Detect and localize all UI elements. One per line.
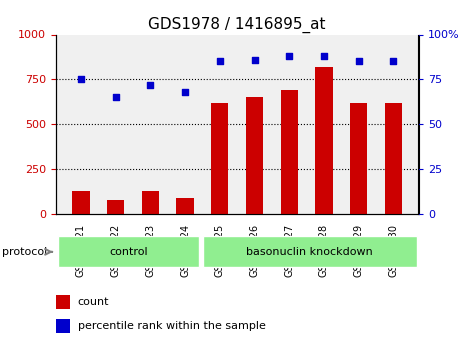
Text: count: count (78, 297, 109, 307)
Bar (107, 199, 124, 214)
Bar (280, 90, 298, 214)
Point (112, 95, 120, 100)
Text: basonuclin knockdown: basonuclin knockdown (246, 247, 373, 257)
Point (390, 59, 397, 64)
Bar (56, 295, 70, 309)
Text: percentile rank within the sample: percentile rank within the sample (78, 321, 266, 331)
Point (251, 57, 258, 62)
Point (216, 59, 224, 64)
Bar (176, 198, 194, 214)
Bar (385, 103, 402, 214)
Bar (246, 97, 263, 214)
Bar (56, 319, 70, 333)
Point (181, 89, 189, 95)
Point (355, 59, 362, 64)
Point (320, 53, 328, 59)
Bar (142, 191, 159, 214)
Bar (350, 103, 367, 214)
Point (286, 53, 293, 59)
Point (77, 77, 85, 82)
Text: protocol: protocol (2, 247, 47, 257)
Bar (315, 67, 332, 214)
Bar (211, 103, 228, 214)
FancyBboxPatch shape (203, 236, 417, 267)
Bar (72, 190, 90, 214)
Text: control: control (109, 247, 148, 257)
Title: GDS1978 / 1416895_at: GDS1978 / 1416895_at (148, 17, 326, 33)
Point (146, 82, 154, 88)
FancyBboxPatch shape (58, 236, 199, 267)
